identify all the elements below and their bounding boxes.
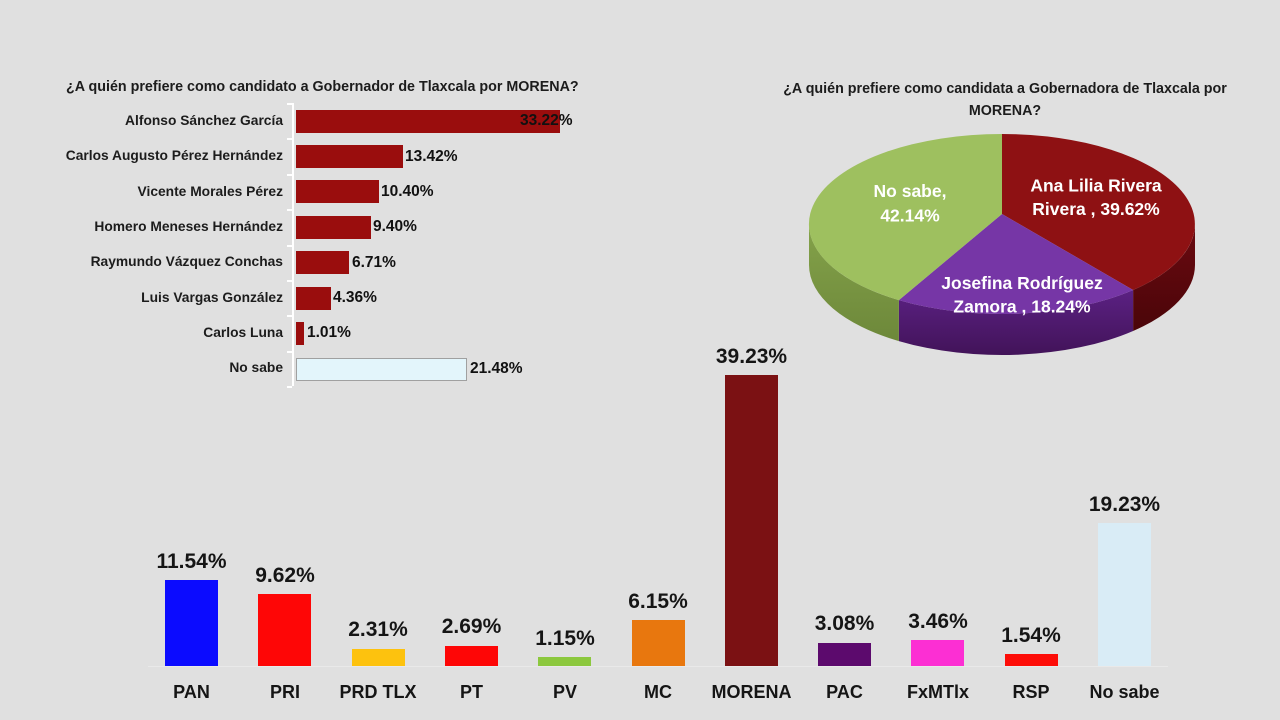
svg-text:42.14%: 42.14% — [880, 206, 940, 226]
svg-text:Rivera , 39.62%: Rivera , 39.62% — [1032, 199, 1160, 219]
svg-text:Josefina Rodríguez: Josefina Rodríguez — [941, 273, 1103, 293]
svg-text:Zamora , 18.24%: Zamora , 18.24% — [953, 297, 1091, 317]
svg-text:No sabe,: No sabe, — [874, 181, 947, 201]
svg-text:Ana Lilia Rivera: Ana Lilia Rivera — [1030, 176, 1162, 196]
